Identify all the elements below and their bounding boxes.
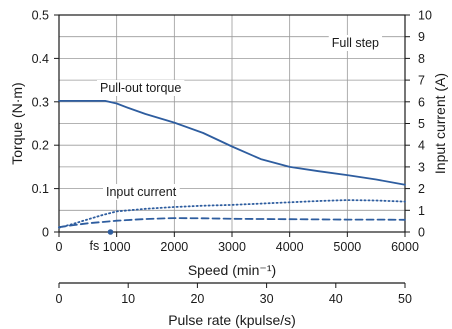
x-tick-label: 0 [56,240,63,254]
x-tick-label: 5000 [333,240,361,254]
x2-tick-label: 20 [190,292,204,306]
y-left-tick-label: 0 [42,226,49,240]
y-right-axis-title: Input current (A) [432,73,448,174]
x-tick-label: 6000 [391,240,419,254]
fs-label: fs [89,239,99,253]
full-step-label-background [328,35,383,51]
y-left-tick-label: 0.3 [32,95,49,109]
y-right-tick-label: 7 [418,74,425,88]
y-left-tick-label: 0.4 [32,52,49,66]
x-axis-title: Speed (min⁻¹) [188,262,276,278]
fs-marker [107,229,114,235]
y-right-tick-label: 2 [418,182,425,196]
x-tick-label: 4000 [276,240,304,254]
input-current-label-background [103,184,180,200]
pullout-torque-label: Pull-out torque [100,81,181,95]
x2-tick-label: 50 [398,292,412,306]
x2-tick-label: 30 [260,292,274,306]
x-tick-label: 2000 [160,240,188,254]
x-tick-label: 3000 [218,240,246,254]
y-right-tick-label: 0 [418,226,425,240]
y-right-tick-label: 8 [418,52,425,66]
y-left-tick-label: 0.2 [32,139,49,153]
y-right-tick-label: 6 [418,95,425,109]
y-right-tick-label: 9 [418,30,425,44]
y-left-tick-label: 0.5 [32,9,49,23]
y-right-tick-label: 10 [418,9,432,23]
y-left-tick-label: 0.1 [32,182,49,196]
x2-axis-title: Pulse rate (kpulse/s) [168,312,296,328]
x2-tick-label: 40 [329,292,343,306]
y-right-tick-label: 5 [418,117,425,131]
x2-tick-label: 10 [121,292,135,306]
y-right-tick-label: 4 [418,139,425,153]
full-step-label: Full step [332,36,379,50]
x-tick-label: 1000 [103,240,131,254]
y-right-tick-label: 1 [418,204,425,218]
input-current-dotted-line [58,199,406,229]
x2-tick-label: 0 [56,292,63,306]
pullout-torque-line [58,100,406,186]
pullout-torque-label-background [97,80,185,96]
y-right-tick-label: 3 [418,160,425,174]
y-left-axis-title: Torque (N·m) [9,82,25,164]
input-current-dashed-line [58,217,406,229]
input-current-label: Input current [106,185,177,199]
